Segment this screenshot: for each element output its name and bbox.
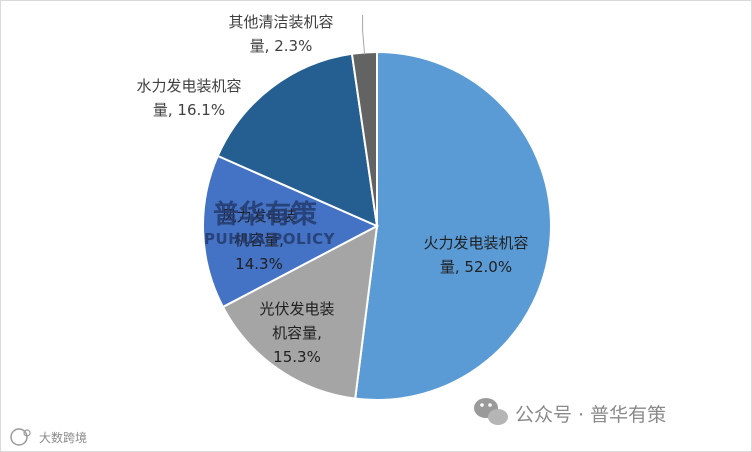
slice-label-line: 量, 52.0% xyxy=(440,258,512,276)
slice-label-line: 量, 2.3% xyxy=(250,37,313,55)
watermark-cn: 普华有策 xyxy=(213,199,317,230)
footer-account: 公众号 · 普华有策 xyxy=(474,398,666,426)
watermark: 普华有策 PUHUA POLICY xyxy=(204,199,336,248)
slice-label-other: 其他清洁装机容量, 2.3% xyxy=(228,13,333,55)
wechat-icon xyxy=(474,398,508,425)
leader-lines xyxy=(362,15,366,55)
corner-mark-text: 大数跨境 xyxy=(39,430,87,445)
slice-label-line: 火力发电装机容 xyxy=(423,234,528,252)
slice-label-line: 水力发电装机容 xyxy=(136,77,241,95)
slice-label-hydro: 水力发电装机容量, 16.1% xyxy=(136,77,241,119)
pie-slice-solar xyxy=(221,224,379,400)
pie-slice-thermal xyxy=(354,50,552,401)
corner-mark: 大数跨境 xyxy=(10,428,87,446)
slice-label-line: 风力发电装 xyxy=(221,207,296,225)
pie-slice-wind xyxy=(202,154,380,309)
slice-label-line: 机容量, xyxy=(272,324,322,342)
watermark-en: PUHUA POLICY xyxy=(204,230,336,248)
corner-logo-icon xyxy=(10,428,31,446)
slice-label-line: 机容量, xyxy=(234,231,284,249)
pie-slice-hydro xyxy=(216,52,379,228)
pie-slices xyxy=(202,50,552,401)
slice-label-line: 14.3% xyxy=(235,255,283,273)
leader-line-other xyxy=(362,15,366,55)
slice-label-line: 15.3% xyxy=(273,348,321,366)
slice-label-line: 量, 16.1% xyxy=(153,101,225,119)
slice-label-wind: 风力发电装机容量, 14.3% xyxy=(221,207,296,273)
slice-labels: 火力发电装机容量, 52.0%光伏发电装机容量, 15.3%风力发电装机容量, 14… xyxy=(136,13,528,366)
footer-account-text: 公众号 · 普华有策 xyxy=(515,404,666,426)
slice-label-line: 其他清洁装机容 xyxy=(228,13,333,31)
slice-label-thermal: 火力发电装机容量, 52.0% xyxy=(423,234,528,276)
slice-label-line: 光伏发电装 xyxy=(259,300,334,318)
slice-label-solar: 光伏发电装机容量, 15.3% xyxy=(259,300,334,366)
